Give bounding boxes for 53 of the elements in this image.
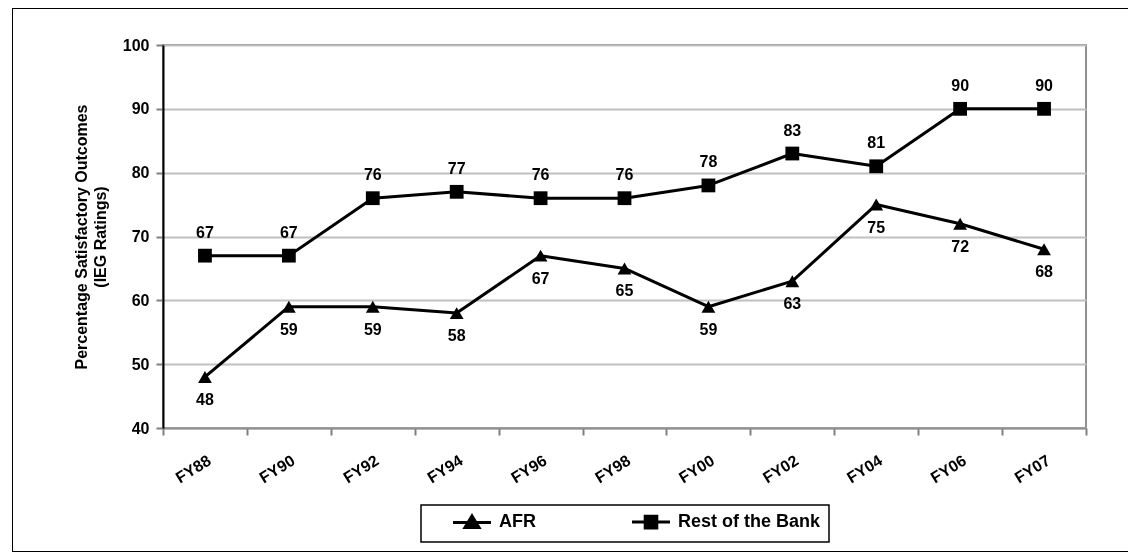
y-tick-label: 40 bbox=[131, 419, 150, 437]
point bbox=[701, 300, 716, 313]
point bbox=[785, 275, 800, 288]
data-label: 90 bbox=[951, 76, 970, 94]
data-label: 90 bbox=[1035, 76, 1054, 94]
point bbox=[869, 198, 884, 211]
data-label: 77 bbox=[447, 159, 466, 177]
y-tick-label: 60 bbox=[131, 291, 150, 309]
data-label: 65 bbox=[615, 282, 634, 300]
data-label: 67 bbox=[279, 223, 298, 241]
data-label: 59 bbox=[699, 320, 718, 338]
point bbox=[785, 146, 800, 161]
data-label: 78 bbox=[699, 153, 718, 171]
point bbox=[869, 159, 884, 174]
data-label: 76 bbox=[363, 166, 382, 184]
y-tick-label: 90 bbox=[131, 100, 150, 118]
y-tick-label: 70 bbox=[131, 228, 150, 245]
data-label: 58 bbox=[447, 327, 466, 345]
point bbox=[1037, 101, 1051, 116]
point bbox=[953, 217, 968, 230]
point bbox=[198, 248, 212, 263]
point bbox=[953, 101, 968, 116]
y-tick-label: 100 bbox=[122, 36, 150, 54]
point bbox=[449, 307, 464, 320]
point bbox=[365, 300, 380, 313]
point bbox=[533, 249, 548, 262]
legend-label: Rest of the Bank bbox=[678, 511, 822, 532]
data-label: 48 bbox=[196, 390, 214, 408]
point bbox=[365, 191, 380, 206]
data-label: 59 bbox=[279, 320, 298, 338]
y-axis-title: Percentage Satisfactory Outcomes (IEG Ratings) bbox=[72, 104, 109, 370]
point bbox=[617, 191, 632, 206]
data-label: 59 bbox=[363, 320, 382, 338]
data-label: 72 bbox=[951, 237, 970, 255]
point bbox=[533, 191, 548, 206]
point bbox=[281, 300, 296, 313]
legend-label: AFR bbox=[499, 511, 536, 532]
data-label: 68 bbox=[1035, 263, 1054, 281]
y-tick-label: 50 bbox=[131, 355, 150, 373]
data-label: 76 bbox=[531, 166, 550, 184]
point bbox=[1037, 243, 1051, 256]
data-label: 67 bbox=[531, 269, 550, 287]
y-tick-label: 80 bbox=[131, 164, 150, 182]
point bbox=[281, 248, 296, 263]
data-label: 81 bbox=[867, 134, 886, 152]
data-label: 67 bbox=[196, 223, 214, 241]
data-label: 76 bbox=[615, 166, 634, 184]
data-label: 63 bbox=[783, 295, 802, 313]
point bbox=[449, 184, 464, 199]
point bbox=[198, 370, 212, 383]
data-label: 75 bbox=[867, 218, 886, 236]
point bbox=[617, 262, 632, 275]
data-label: 83 bbox=[783, 121, 802, 139]
